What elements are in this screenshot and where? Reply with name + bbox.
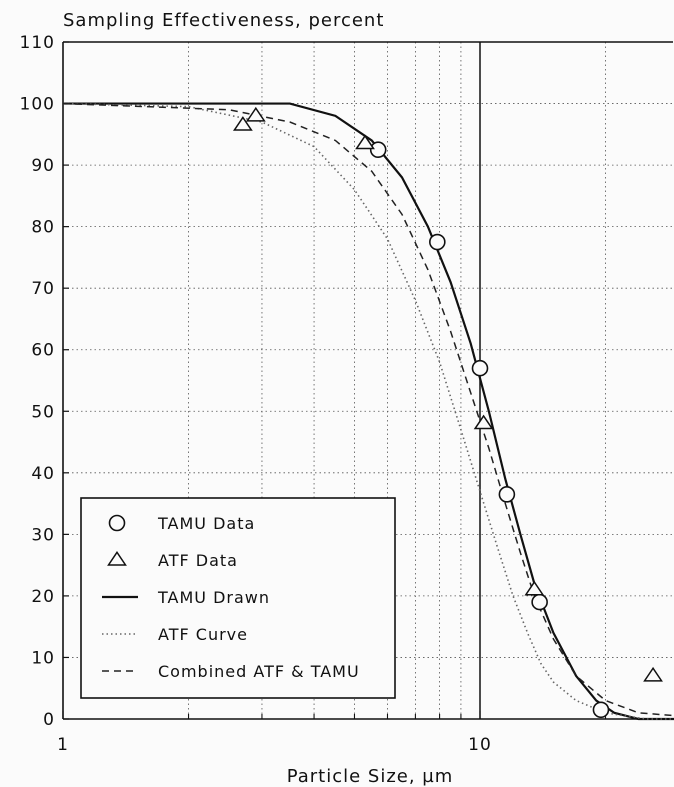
atf-data-point bbox=[643, 666, 663, 682]
legend-label-atf-curve: ATF Curve bbox=[158, 625, 248, 644]
series-line-combined-atf-tamu bbox=[62, 102, 674, 717]
tamu-data-point bbox=[369, 141, 387, 159]
legend-label-tamu-drawn: TAMU Drawn bbox=[157, 588, 270, 607]
y-tick-label: 90 bbox=[31, 156, 55, 176]
y-tick-label: 20 bbox=[31, 587, 55, 607]
data-markers bbox=[232, 106, 663, 719]
legend-label-combined-atf-tamu: Combined ATF & TAMU bbox=[158, 662, 360, 681]
y-tick-label: 30 bbox=[31, 525, 55, 545]
atf-data-point bbox=[245, 106, 266, 122]
y-tick-label: 100 bbox=[20, 95, 55, 115]
legend-symbol-atf-data bbox=[107, 551, 127, 566]
legend-label-tamu-data: TAMU Data bbox=[157, 514, 255, 533]
tamu-data-point bbox=[471, 359, 489, 377]
legend: TAMU Data ATF Data TAMU Drawn ATF Curve Comb… bbox=[80, 497, 396, 699]
atf-data-point bbox=[473, 414, 494, 430]
y-tick-label: 70 bbox=[31, 279, 55, 299]
y-tick-label: 10 bbox=[31, 648, 55, 668]
legend-symbol-tamu-data bbox=[108, 514, 126, 532]
legend-label-atf-data: ATF Data bbox=[158, 551, 238, 570]
y-tick-label: 40 bbox=[31, 464, 55, 484]
y-tick-label: 0 bbox=[43, 710, 55, 730]
atf-data-point bbox=[524, 580, 545, 596]
y-axis-title: Sampling Effectiveness, percent bbox=[63, 10, 384, 31]
atf-data-point bbox=[355, 134, 375, 150]
tamu-data-point bbox=[592, 701, 610, 719]
tamu-data-point bbox=[531, 593, 548, 611]
y-tick-label: 50 bbox=[31, 402, 55, 422]
x-axis-title: Particle Size, µm bbox=[287, 766, 454, 787]
x-tick-label: 10 bbox=[468, 735, 492, 755]
grid-lines bbox=[63, 42, 673, 719]
y-tick-label: 80 bbox=[31, 218, 55, 238]
y-tick-label: 60 bbox=[31, 341, 55, 361]
tamu-data-point bbox=[498, 486, 516, 503]
atf-data-point bbox=[232, 116, 253, 131]
x-tick-label: 1 bbox=[57, 735, 69, 755]
y-tick-label: 110 bbox=[20, 33, 55, 53]
tamu-data-point bbox=[429, 233, 446, 251]
